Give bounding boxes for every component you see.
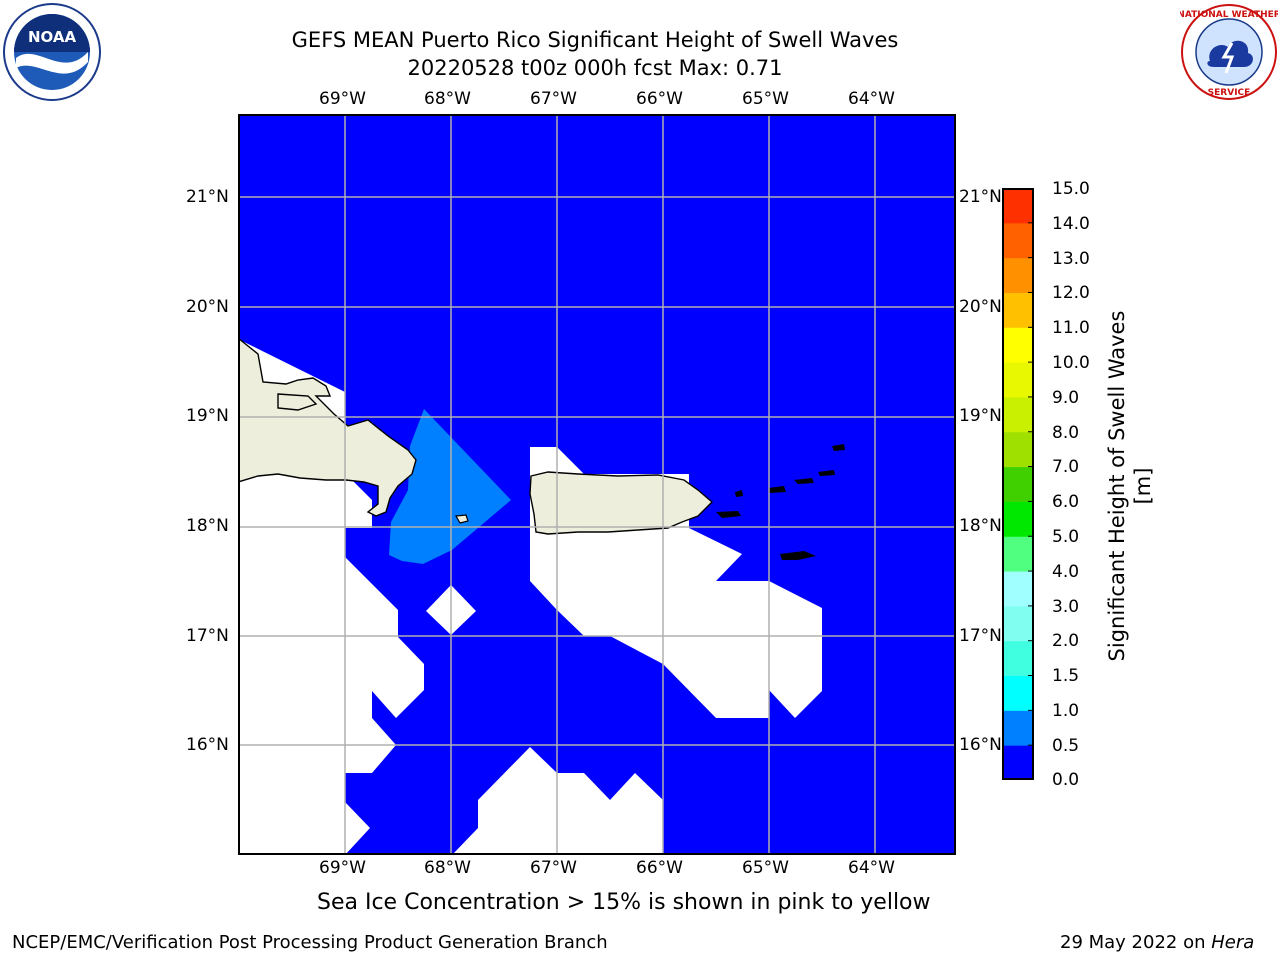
svg-text:NATIONAL WEATHER: NATIONAL WEATHER: [1180, 10, 1278, 20]
svg-text:SERVICE: SERVICE: [1208, 88, 1251, 98]
colorbar-label: 0.5: [1052, 736, 1080, 756]
colorbar-label: 11.0: [1052, 318, 1090, 338]
colorbar-label: 4.0: [1052, 562, 1080, 582]
colorbar-segment: [1002, 710, 1034, 746]
colorbar-label: 8.0: [1052, 423, 1080, 443]
colorbar-label: 0.0: [1052, 770, 1080, 790]
map-panel: [237, 114, 956, 855]
colorbar-segment: [1002, 222, 1034, 259]
noaa-logo-text: NOAA: [28, 28, 77, 46]
lon-label-top: 69°W: [319, 89, 366, 109]
colorbar-label: 14.0: [1052, 214, 1090, 234]
land-virgin-gorda: [832, 444, 845, 451]
colorbar-segment: [1002, 431, 1034, 468]
lon-label-top: 66°W: [636, 89, 683, 109]
lat-label-left: 17°N: [186, 626, 229, 646]
land-puerto-rico: [529, 471, 714, 535]
colorbar-label: 7.0: [1052, 457, 1080, 477]
colorbar-label: 1.0: [1052, 701, 1080, 721]
lon-label-bottom: 64°W: [848, 858, 895, 878]
colorbar-segment: [1002, 571, 1034, 607]
lat-label-right: 17°N: [959, 626, 1002, 646]
land-culebra: [735, 490, 743, 497]
land-st-thomas: [768, 486, 786, 493]
colorbar-segment: [1002, 605, 1034, 642]
land-tortola: [818, 470, 835, 476]
land-vieques: [716, 511, 741, 518]
land-hispaniola: [237, 336, 417, 517]
colorbar-label: 10.0: [1052, 353, 1090, 373]
colorbar-title: Significant Height of Swell Waves [m]: [1105, 310, 1155, 662]
colorbar-segment: [1002, 327, 1034, 363]
colorbar-label: 15.0: [1052, 179, 1090, 199]
lat-label-left: 19°N: [186, 406, 229, 426]
colorbar: [1002, 188, 1034, 781]
footer-host: Hera: [1211, 932, 1255, 953]
plot-title-line2: 20220528 t00z 000h fcst Max: 0.71: [407, 56, 783, 80]
colorbar-segment: [1002, 292, 1034, 328]
lat-label-left: 16°N: [186, 735, 229, 755]
lon-label-bottom: 66°W: [636, 858, 683, 878]
lat-label-right: 20°N: [959, 297, 1002, 317]
colorbar-segment: [1002, 675, 1034, 711]
land-hispaniola-coast: [277, 393, 318, 411]
lon-label-bottom: 68°W: [424, 858, 471, 878]
land-st-john: [794, 478, 814, 484]
lon-label-top: 64°W: [848, 89, 895, 109]
colorbar-segment: [1002, 745, 1034, 781]
colorbar-label: 2.0: [1052, 631, 1080, 651]
lon-label-bottom: 69°W: [319, 858, 366, 878]
lon-label-top: 68°W: [424, 89, 471, 109]
lat-label-right: 16°N: [959, 735, 1002, 755]
sea-ice-caption: Sea Ice Concentration > 15% is shown in …: [317, 890, 931, 915]
colorbar-segment: [1002, 536, 1034, 572]
colorbar-segment: [1002, 466, 1034, 502]
lon-label-bottom: 67°W: [530, 858, 577, 878]
colorbar-segment: [1002, 501, 1034, 537]
lat-label-right: 19°N: [959, 406, 1002, 426]
footer-branch: NCEP/EMC/Verification Post Processing Pr…: [12, 932, 608, 953]
colorbar-label: 13.0: [1052, 249, 1090, 269]
map-frame: [238, 114, 956, 855]
colorbar-label: 12.0: [1052, 283, 1090, 303]
colorbar-segment: [1002, 640, 1034, 677]
lon-label-bottom: 65°W: [742, 858, 789, 878]
colorbar-label: 5.0: [1052, 527, 1080, 547]
colorbar-label: 1.5: [1052, 666, 1080, 686]
footer-date-text: 29 May 2022 on: [1060, 932, 1212, 953]
land-st-croix: [780, 551, 816, 560]
lat-label-left: 18°N: [186, 516, 229, 536]
colorbar-segment: [1002, 362, 1034, 398]
colorbar-segment: [1002, 257, 1034, 293]
lat-label-left: 20°N: [186, 297, 229, 317]
colorbar-label: 6.0: [1052, 492, 1080, 512]
graticule: [238, 114, 956, 855]
footer-date: 29 May 2022 on Hera: [1060, 932, 1254, 953]
land-mona: [455, 514, 469, 524]
nws-logo: NATIONAL WEATHER SERVICE: [1177, 3, 1280, 101]
colorbar-label: 3.0: [1052, 597, 1080, 617]
colorbar-label: 9.0: [1052, 388, 1080, 408]
colorbar-segment: [1002, 396, 1034, 433]
plot-title-line1: GEFS MEAN Puerto Rico Significant Height…: [291, 28, 899, 52]
lat-label-left: 21°N: [186, 187, 229, 207]
lat-label-right: 21°N: [959, 187, 1002, 207]
lon-label-top: 65°W: [742, 89, 789, 109]
colorbar-frame: [1002, 188, 1034, 780]
lat-label-right: 18°N: [959, 516, 1002, 536]
swell-patch: [389, 409, 511, 564]
noaa-logo: NOAA: [2, 2, 102, 102]
lon-label-top: 67°W: [530, 89, 577, 109]
colorbar-segment: [1002, 188, 1034, 224]
